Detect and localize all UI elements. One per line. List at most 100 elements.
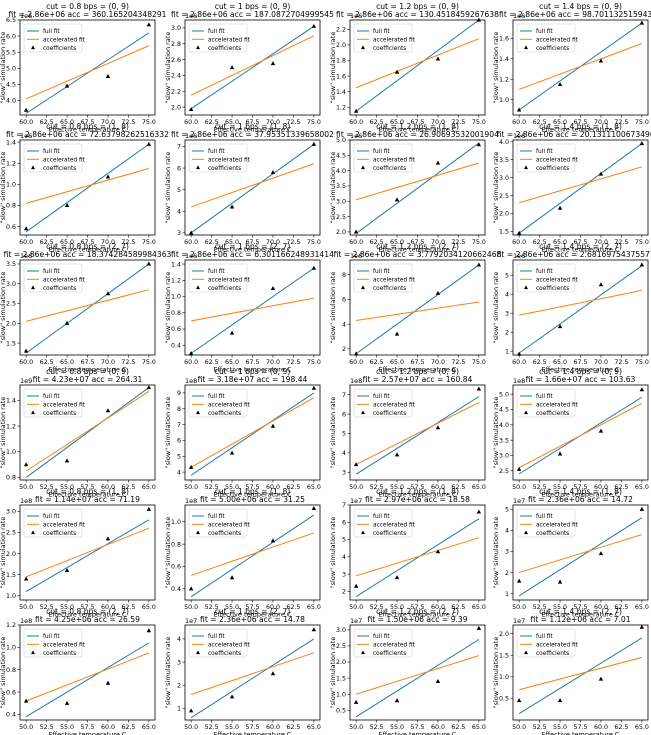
x-tick-label: 62.5 [205, 359, 219, 366]
x-tick-label: 72.5 [121, 239, 135, 246]
x-tick-label: 72.5 [286, 239, 300, 246]
x-tick-label: 75.0 [472, 119, 486, 126]
coefficient-point [435, 549, 441, 554]
coefficient-point [639, 20, 645, 25]
y-tick-label: 3.5 [499, 437, 509, 444]
axis-offset: 1e8 [20, 617, 32, 625]
x-tick-label: 67.5 [573, 359, 587, 366]
x-tick-label: 60.0 [349, 239, 363, 246]
y-tick-label: 1.5 [6, 340, 16, 347]
legend-accelerated-fit: accelerated fit [208, 158, 251, 164]
coefficient-point [639, 506, 645, 511]
x-tick-label: 75.0 [142, 359, 156, 366]
coefficient-point [394, 331, 400, 336]
x-tick-label: 62.5 [533, 239, 547, 246]
x-tick-label: 65.0 [635, 484, 649, 491]
y-tick-label: 2.0 [6, 551, 16, 558]
x-tick-label: 52.5 [205, 484, 219, 491]
y-tick-label: 3.0 [499, 453, 509, 460]
full-fit-line [355, 518, 480, 597]
plot-title: cut = 1.4 bps = (2, 7) [539, 242, 622, 251]
coefficient-point [229, 694, 235, 699]
coefficient-point [557, 324, 563, 329]
y-axis-label: "slow" simulation rate [164, 517, 172, 589]
legend-marker [361, 285, 365, 290]
y-tick-label: 0.4 [6, 712, 16, 719]
subplot: cut = 1.4 bps = (2, 7)fit = 1.12e+06 acc… [492, 607, 649, 735]
accelerated-fit-line [25, 527, 150, 578]
y-tick-label: 1 [177, 706, 181, 713]
coefficient-point [311, 265, 317, 270]
x-tick-label: 65.0 [225, 359, 239, 366]
x-tick-label: 67.5 [80, 359, 94, 366]
y-tick-label: 5 [505, 272, 509, 279]
legend-coefficients: coefficients [373, 286, 406, 292]
x-tick-label: 75.0 [472, 239, 486, 246]
y-tick-label: 2.5 [336, 214, 346, 221]
x-tick-label: 55.0 [225, 724, 239, 731]
y-axis-label: "slow" simulation rate [492, 152, 500, 224]
axis-offset: 1e6 [350, 252, 362, 260]
plot-subtitle: fit = 2.86e+06 acc = 26.90693532001904 [336, 130, 499, 139]
subplot: cut = 1.2 bps = (0, 9)fit = 2.57e+07 acc… [329, 367, 486, 499]
plot-title: cut = 1.2 bps = (0, 9) [376, 2, 459, 11]
accelerated-fit-line [518, 402, 643, 469]
x-tick-label: 60.0 [19, 239, 33, 246]
plot-subtitle: fit = 2.86e+06 acc = 98.70113251594313 [499, 10, 651, 19]
subplot: cut = 1.4 bps = (2, 7)fit = 2.86e+06 acc… [492, 242, 651, 374]
coefficient-point [105, 680, 111, 685]
x-tick-label: 60.0 [101, 484, 115, 491]
x-tick-label: 65.0 [307, 484, 321, 491]
legend-marker [361, 530, 365, 535]
coefficient-point [229, 450, 235, 455]
coefficient-point [188, 586, 194, 591]
legend-accelerated-fit: accelerated fit [373, 523, 416, 529]
x-tick-label: 52.5 [533, 484, 547, 491]
full-fit-line [355, 19, 480, 112]
plot-title: cut = 1 bps = (1, 8) [215, 487, 291, 496]
plot-title: cut = 1.2 bps = (0, 9) [376, 367, 459, 376]
x-tick-label: 57.5 [573, 724, 587, 731]
plot-title: cut = 1.2 bps = (2, 7) [376, 607, 459, 616]
legend-accelerated-fit: accelerated fit [43, 158, 86, 164]
x-tick-label: 75.0 [472, 359, 486, 366]
y-tick-label: 8 [177, 406, 181, 413]
legend-marker [31, 410, 35, 415]
x-tick-label: 72.5 [614, 119, 628, 126]
y-tick-label: 4.0 [336, 168, 346, 175]
x-tick-label: 60.0 [266, 724, 280, 731]
full-fit-line [518, 517, 643, 597]
y-tick-label: 2.5 [499, 468, 509, 475]
y-tick-label: 2.5 [336, 643, 346, 650]
x-tick-label: 65.0 [472, 604, 486, 611]
y-tick-label: 2.0 [171, 104, 181, 111]
coefficient-point [394, 698, 400, 703]
x-tick-label: 70.0 [266, 359, 280, 366]
y-tick-label: 4.0 [499, 139, 509, 146]
coefficient-point [270, 538, 276, 543]
plot-title: cut = 0.8 bps = (2, 7) [46, 607, 129, 616]
x-tick-label: 55.0 [60, 724, 74, 731]
full-fit-line [518, 637, 643, 714]
x-tick-label: 67.5 [410, 119, 424, 126]
coefficient-point [23, 698, 29, 703]
x-axis-label: Effective temperature C [214, 246, 292, 254]
coefficient-point [476, 386, 482, 391]
x-tick-label: 62.5 [40, 239, 54, 246]
y-tick-label: 3.0 [6, 281, 16, 288]
x-tick-label: 55.0 [225, 484, 239, 491]
x-tick-label: 65.0 [142, 604, 156, 611]
legend-coefficients: coefficients [373, 46, 406, 52]
subplot: cut = 1 bps = (2, 7)fit = 2.86e+06 acc =… [164, 242, 334, 374]
y-axis-label: "slow" simulation rate [164, 272, 172, 344]
coefficient-point [639, 262, 645, 267]
x-axis-label: Effective temperature C [49, 366, 127, 374]
coefficient-point [311, 23, 317, 28]
legend-full-fit: full fit [536, 269, 553, 275]
legend-accelerated-fit: accelerated fit [43, 643, 86, 649]
legend-accelerated-fit: accelerated fit [536, 523, 579, 529]
x-tick-label: 60.0 [431, 724, 445, 731]
plot-title: cut = 1.2 bps = (2, 7) [376, 242, 459, 251]
x-tick-label: 60.0 [19, 359, 33, 366]
legend-coefficients: coefficients [208, 46, 241, 52]
